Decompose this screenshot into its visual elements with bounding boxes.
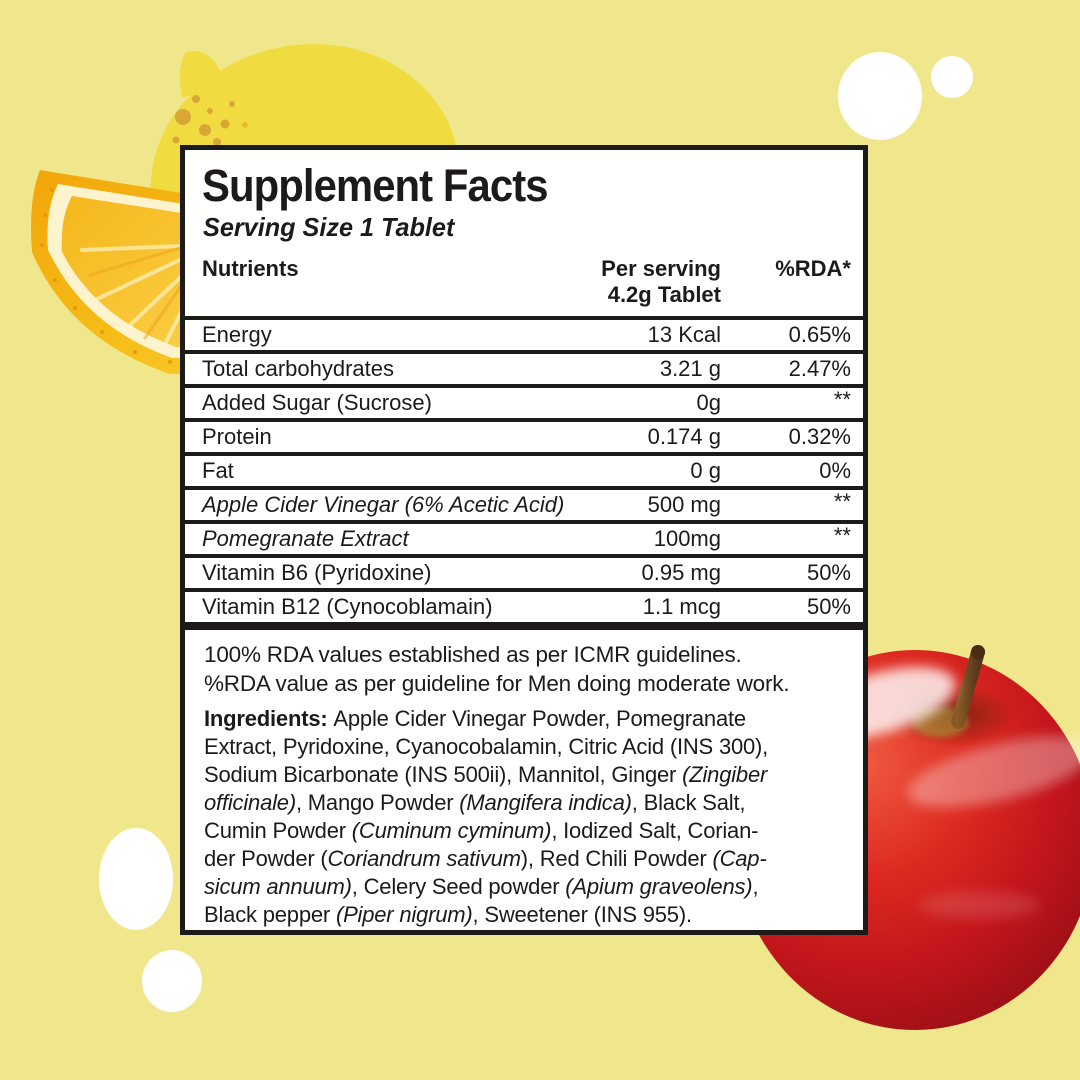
nutrient-amount: 3.21 g xyxy=(659,356,721,381)
nutrient-row: Fat 0 g 0% xyxy=(185,452,863,486)
ingredients-line: officinale), Mango Powder (Mangifera ind… xyxy=(204,790,746,815)
nutrient-rda: 0% xyxy=(819,458,851,483)
ingredients-line: sicum annuum), Celery Seed powder (Apium… xyxy=(204,874,759,899)
nutrient-row: Pomegranate Extract 100mg ** xyxy=(185,520,863,554)
per-serving-label: Per serving xyxy=(601,256,721,281)
rda-note: 100% RDA values established as per ICMR … xyxy=(204,640,847,698)
nutrient-rda: 0.32% xyxy=(788,424,851,449)
nutrient-table: Energy 13 Kcal 0.65% Total carbohydrates 3.2… xyxy=(185,316,863,622)
nutrient-name: Pomegranate Extract xyxy=(202,526,409,551)
ingredients-text: Ingredients: Apple Cider Vinegar Powder,… xyxy=(204,705,847,929)
decor-circle xyxy=(99,828,173,930)
ingredients-line: Ingredients: Apple Cider Vinegar Powder,… xyxy=(204,706,746,731)
nutrient-rda: 50% xyxy=(806,594,851,619)
nutrient-name: Fat xyxy=(202,458,234,483)
nutrient-rda: 0.65% xyxy=(788,322,851,347)
nutrient-row: Vitamin B12 (Cynocoblamain) 1.1 mcg 50% xyxy=(185,588,863,622)
nutrient-row: Energy 13 Kcal 0.65% xyxy=(185,320,863,350)
nutrient-rda: 50% xyxy=(806,560,851,585)
nutrient-rda: ** xyxy=(833,387,851,412)
nutrient-rda: 2.47% xyxy=(788,356,851,381)
panel-title: Supplement Facts xyxy=(202,160,548,211)
nutrient-amount: 0.95 mg xyxy=(641,560,722,585)
table-header: Nutrients Per serving 4.2g Tablet %RDA* xyxy=(185,242,863,316)
nutrient-name: Vitamin B6 (Pyridoxine) xyxy=(202,560,432,585)
nutrient-row: Vitamin B6 (Pyridoxine) 0.95 mg 50% xyxy=(185,554,863,588)
decor-circle xyxy=(142,950,202,1012)
ingredients-line: Cumin Powder (Cuminum cyminum), Iodized … xyxy=(204,818,759,843)
white-circle-decor xyxy=(99,52,973,1012)
nutrient-rda: ** xyxy=(833,523,851,548)
supplement-facts-panel: Supplement Facts Serving Size 1 Tablet N… xyxy=(180,145,868,935)
column-header-nutrients: Nutrients xyxy=(202,256,299,281)
serving-size: Serving Size 1 Tablet xyxy=(203,212,455,242)
decor-circle xyxy=(931,56,973,98)
ingredients-line: Extract, Pyridoxine, Cyanocobalamin, Cit… xyxy=(204,734,769,759)
ingredients-line: der Powder (Coriandrum sativum), Red Chi… xyxy=(204,846,767,871)
nutrient-name: Apple Cider Vinegar (6% Acetic Acid) xyxy=(202,492,565,517)
nutrient-row: Protein 0.174 g 0.32% xyxy=(185,418,863,452)
column-header-per-serving: Per serving 4.2g Tablet xyxy=(299,256,721,308)
rda-note-line-2: %RDA value as per guideline for Men doin… xyxy=(204,671,790,696)
nutrient-amount: 0g xyxy=(696,390,721,415)
rda-note-line-1: 100% RDA values established as per ICMR … xyxy=(204,642,742,667)
nutrient-name: Vitamin B12 (Cynocoblamain) xyxy=(202,594,493,619)
nutrient-amount: 0 g xyxy=(690,458,721,483)
nutrient-name: Added Sugar (Sucrose) xyxy=(202,390,432,415)
nutrient-row: Total carbohydrates 3.21 g 2.47% xyxy=(185,350,863,384)
ingredients-line: Black pepper (Piper nigrum), Sweetener (… xyxy=(204,902,692,927)
nutrient-name: Energy xyxy=(202,322,272,347)
nutrient-amount: 100mg xyxy=(653,526,721,551)
nutrient-row: Added Sugar (Sucrose) 0g ** xyxy=(185,384,863,418)
decor-circle xyxy=(838,52,922,140)
nutrient-rda: ** xyxy=(833,489,851,514)
nutrient-amount: 1.1 mcg xyxy=(642,594,721,619)
tablet-size-label: 4.2g Tablet xyxy=(607,282,721,307)
nutrient-name: Total carbohydrates xyxy=(202,356,394,381)
nutrient-amount: 0.174 g xyxy=(647,424,721,449)
nutrient-amount: 13 Kcal xyxy=(647,322,721,347)
nutrient-amount: 500 mg xyxy=(647,492,721,517)
column-header-rda: %RDA* xyxy=(775,256,851,281)
ingredients-line: Sodium Bicarbonate (INS 500ii), Mannitol… xyxy=(204,762,768,787)
nutrient-row: Apple Cider Vinegar (6% Acetic Acid) 500 … xyxy=(185,486,863,520)
footnotes-section: 100% RDA values established as per ICMR … xyxy=(185,622,863,929)
nutrient-name: Protein xyxy=(202,424,272,449)
